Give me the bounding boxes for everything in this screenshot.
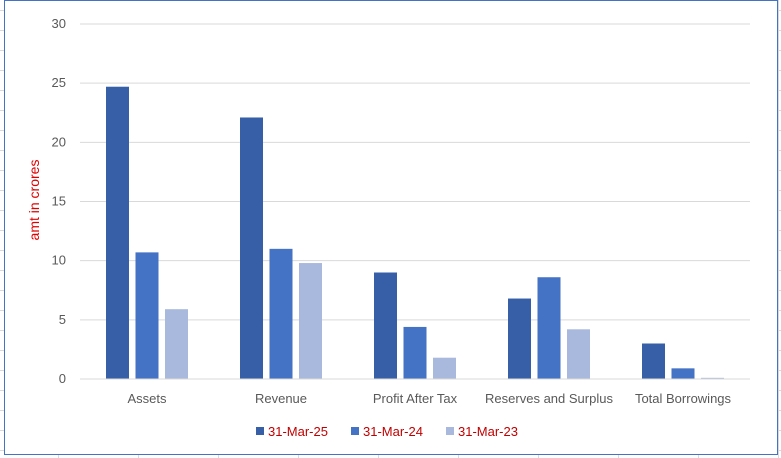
x-tick-label: Revenue	[255, 391, 307, 406]
y-tick-label: 0	[59, 371, 66, 386]
x-tick-label: Total Borrowings	[635, 391, 732, 406]
x-tick-label: Reserves and Surplus	[485, 391, 613, 406]
bar-revenue-series-2[interactable]	[269, 248, 293, 379]
bar-total-borrowings-series-2[interactable]	[671, 368, 695, 379]
bar-profit-after-tax-series-1[interactable]	[374, 272, 397, 380]
bar-reserves-and-surplus-series-3[interactable]	[567, 329, 590, 379]
bar-reserves-and-surplus-series-2[interactable]	[537, 277, 561, 379]
bar-assets-series-3[interactable]	[165, 309, 188, 379]
bar-reserves-and-surplus-series-1[interactable]	[508, 298, 531, 379]
legend-swatch	[351, 427, 359, 435]
bar-total-borrowings-series-3[interactable]	[701, 377, 724, 379]
legend-swatch	[256, 427, 264, 435]
legend-label: 31-Mar-24	[363, 424, 423, 439]
bar-total-borrowings-series-1[interactable]	[642, 343, 665, 380]
y-tick-label: 10	[52, 253, 66, 268]
y-tick-label: 20	[52, 134, 66, 149]
bar-revenue-series-3[interactable]	[299, 263, 322, 379]
bar-profit-after-tax-series-2[interactable]	[403, 326, 427, 379]
y-axis-label: amt in crores	[26, 160, 42, 241]
x-axis-categories: Assets Revenue Profit After Tax Reserves an…	[127, 391, 731, 406]
legend-label: 31-Mar-23	[458, 424, 518, 439]
y-axis-ticks: 0 5 10 15 20 25 30	[52, 16, 66, 386]
y-tick-label: 5	[59, 312, 66, 327]
bar-assets-series-2[interactable]	[135, 252, 159, 379]
y-tick-label: 15	[52, 194, 66, 209]
legend-label: 31-Mar-25	[268, 424, 328, 439]
x-tick-label: Profit After Tax	[373, 391, 458, 406]
bar-revenue-series-1[interactable]	[240, 117, 263, 379]
legend-swatch	[446, 427, 454, 435]
x-tick-label: Assets	[127, 391, 167, 406]
bars	[106, 86, 724, 380]
y-tick-label: 30	[52, 16, 66, 31]
gridlines	[80, 23, 750, 321]
y-tick-label: 25	[52, 75, 66, 90]
bar-assets-series-1[interactable]	[106, 86, 129, 379]
bar-profit-after-tax-series-3[interactable]	[433, 357, 456, 379]
legend: 31-Mar-25 31-Mar-24 31-Mar-23	[256, 424, 518, 439]
